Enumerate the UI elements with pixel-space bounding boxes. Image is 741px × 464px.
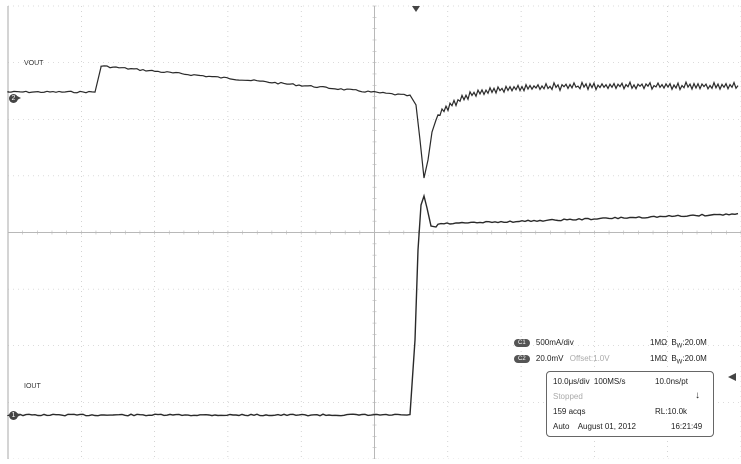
capture-date: August 01, 2012 bbox=[577, 422, 636, 431]
trigger-mode: Auto bbox=[553, 422, 570, 431]
channel-1-bw-sub: W bbox=[676, 343, 683, 350]
channel-1-impedance: 1MΩ bbox=[650, 338, 668, 347]
down-arrow-icon: ↓ bbox=[695, 390, 700, 401]
channel-2-impedance: 1MΩ bbox=[650, 354, 668, 363]
vout-trace bbox=[7, 65, 739, 179]
channel-1-settings[interactable]: C1 500mA/div bbox=[514, 338, 574, 347]
channel-2-badge: C2 bbox=[514, 354, 530, 363]
channel-2-bw-prefix: B bbox=[671, 354, 677, 363]
channel-1-scale: 500mA/div bbox=[535, 338, 574, 347]
acquisition-panel[interactable]: 10.0μs/div 100MS/s 10.0ns/pt Stopped ↓ 1… bbox=[546, 371, 714, 437]
channel-2-marker[interactable]: 2 bbox=[9, 94, 21, 103]
timebase: 10.0μs/div bbox=[553, 377, 590, 386]
trigger-level-icon[interactable] bbox=[728, 373, 736, 381]
trigger-position-icon[interactable] bbox=[412, 6, 420, 12]
channel-1-badge: C1 bbox=[514, 338, 530, 347]
graticule bbox=[7, 5, 741, 460]
sample-rate: 100MS/s bbox=[593, 377, 626, 386]
iout-label: IOUT bbox=[24, 383, 41, 390]
channel-2-scale: 20.0mV bbox=[535, 354, 564, 363]
acquisition-count: 159 acqs bbox=[553, 407, 586, 416]
record-length: RL:10.0k bbox=[655, 407, 688, 416]
channel-2-bw-value: :20.0M bbox=[682, 354, 707, 363]
iout-trace bbox=[7, 193, 739, 417]
channel-1-bw-prefix: B bbox=[671, 338, 677, 347]
channel-1-marker[interactable]: 1 bbox=[9, 411, 21, 420]
channel-1-bw-value: :20.0M bbox=[682, 338, 707, 347]
channel-2-bw-sub: W bbox=[676, 359, 683, 366]
capture-time: 16:21:49 bbox=[671, 422, 703, 431]
channel-2-coupling: 1MΩ BW:20.0M bbox=[650, 354, 707, 366]
channel-2-offset: Offset:1.0V bbox=[569, 354, 610, 363]
channel-settings-panel: C1 500mA/div 1MΩ BW:20.0M C2 20.0mV Offs… bbox=[508, 334, 714, 368]
run-state: Stopped bbox=[553, 392, 583, 401]
channel-1-coupling: 1MΩ BW:20.0M bbox=[650, 338, 707, 350]
channel-2-settings[interactable]: C2 20.0mV Offset:1.0V bbox=[514, 354, 610, 363]
vout-label: VOUT bbox=[24, 60, 44, 67]
resolution: 10.0ns/pt bbox=[655, 377, 688, 386]
